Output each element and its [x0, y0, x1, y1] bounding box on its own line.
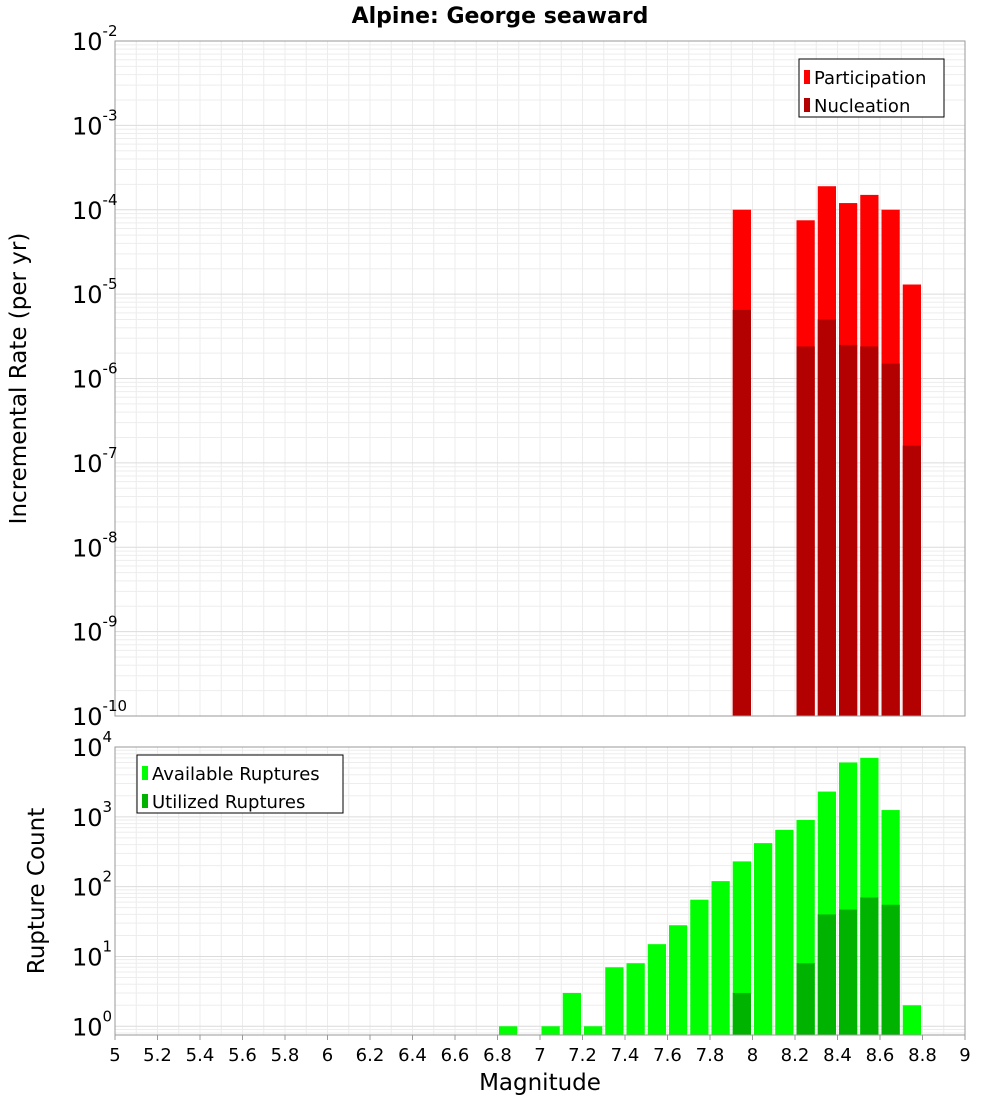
x-tick-label: 5 [109, 1045, 120, 1066]
available-ruptures-bar [647, 944, 666, 1035]
x-tick-label: 7.8 [696, 1045, 725, 1066]
x-tick-label: 6.2 [356, 1045, 385, 1066]
y-tick-label: 10-3 [72, 106, 118, 140]
top-plot-frame [114, 40, 966, 717]
x-tick-label: 6.4 [398, 1045, 427, 1066]
x-tick-label: 6 [322, 1045, 333, 1066]
legend-entry: Available Ruptures [152, 764, 320, 785]
top-grid [114, 40, 966, 717]
x-tick-label: 8.8 [908, 1045, 937, 1066]
available-ruptures-bar [902, 1005, 921, 1035]
utilized-ruptures-bar [839, 909, 858, 1035]
available-ruptures-bar [775, 829, 794, 1035]
x-tick-label: 7.6 [653, 1045, 682, 1066]
chart-title: Alpine: George seaward [352, 4, 649, 29]
available-ruptures-bar [541, 1026, 560, 1035]
legend-swatch [142, 794, 148, 808]
top-legend: Participation Nucleation [798, 58, 945, 118]
y-tick-label: 103 [72, 798, 112, 832]
legend-swatch [804, 98, 810, 112]
available-ruptures-bar [732, 861, 751, 1035]
utilized-ruptures-bar [881, 904, 900, 1035]
legend-entry: Participation [814, 68, 926, 89]
nucleation-bar [839, 344, 858, 716]
x-tick-label: 8.6 [866, 1045, 895, 1066]
y-tick-label: 10-7 [72, 444, 118, 478]
nucleation-bar [817, 319, 836, 716]
y-tick-label: 10-5 [72, 275, 118, 309]
bottom-legend: Available Ruptures Utilized Ruptures [136, 754, 344, 814]
available-ruptures-bar [584, 1026, 603, 1035]
legend-swatch [804, 70, 810, 84]
y-tick-label: 104 [72, 728, 112, 762]
available-ruptures-bar [562, 992, 581, 1035]
x-tick-label: 6.8 [483, 1045, 512, 1066]
nucleation-bar [796, 346, 815, 716]
utilized-ruptures-bar [796, 963, 815, 1035]
y-tick-label: 10-4 [72, 191, 118, 225]
available-ruptures-bar [754, 843, 773, 1035]
x-tick-label: 5.8 [271, 1045, 300, 1066]
y-tick-label: 101 [72, 937, 112, 971]
bottom-legend-box [136, 754, 344, 814]
x-tick-label: 9 [959, 1045, 970, 1066]
available-ruptures-bar [669, 925, 688, 1035]
bottom-y-ticks: 104 103 102 101 100 [72, 728, 112, 1041]
bottom-bars [499, 757, 921, 1035]
utilized-ruptures-bar [860, 897, 879, 1035]
nucleation-bar [902, 445, 921, 716]
available-ruptures-bar [690, 899, 709, 1035]
x-tick-label: 7.4 [611, 1045, 640, 1066]
top-legend-box [798, 58, 945, 118]
y-tick-label: 10-6 [72, 360, 118, 394]
y-tick-label: 10-9 [72, 613, 118, 647]
y-tick-label: 102 [72, 868, 112, 902]
x-tick-label: 8.2 [781, 1045, 810, 1066]
top-bars [732, 186, 921, 717]
x-tick-label: 5.2 [143, 1045, 172, 1066]
bottom-x-axis-label: Magnitude [479, 1070, 601, 1096]
x-tick-label: 8.4 [823, 1045, 852, 1066]
available-ruptures-bar [711, 881, 730, 1035]
legend-entry: Nucleation [814, 96, 910, 117]
x-tick-label: 5.6 [228, 1045, 257, 1066]
nucleation-bar [732, 309, 751, 716]
top-y-axis-label: Incremental Rate (per yr) [6, 233, 32, 525]
x-tick-label: 6.6 [441, 1045, 470, 1066]
y-tick-label: 10-10 [72, 697, 127, 731]
utilized-ruptures-bar [817, 914, 836, 1035]
top-y-ticks: 10-2 10-3 10-4 10-5 10-6 10-7 10-8 10-9 10-10 [72, 22, 127, 731]
available-ruptures-bar [605, 967, 624, 1035]
bottom-grid [114, 746, 966, 1035]
available-ruptures-bar [626, 963, 645, 1035]
available-ruptures-bar [499, 1026, 518, 1035]
y-tick-label: 10-2 [72, 22, 118, 56]
legend-swatch [142, 766, 148, 780]
legend-entry: Utilized Ruptures [152, 792, 305, 813]
bottom-y-axis-label: Rupture Count [24, 808, 50, 974]
x-tick-label: 7.2 [568, 1045, 597, 1066]
x-tick-label: 5.4 [186, 1045, 215, 1066]
nucleation-bar [881, 363, 900, 716]
x-tick-label: 8 [747, 1045, 758, 1066]
nucleation-bar [860, 346, 879, 716]
utilized-ruptures-bar [732, 992, 751, 1035]
bottom-x-ticks: 5 5.2 5.4 5.6 5.8 6 6.2 6.4 6.6 6.8 7 7.2 7.4 7.6 7.8 8… [109, 1035, 971, 1066]
x-tick-label: 7 [534, 1045, 545, 1066]
y-tick-label: 10-8 [72, 528, 118, 562]
y-tick-label: 100 [72, 1007, 112, 1041]
